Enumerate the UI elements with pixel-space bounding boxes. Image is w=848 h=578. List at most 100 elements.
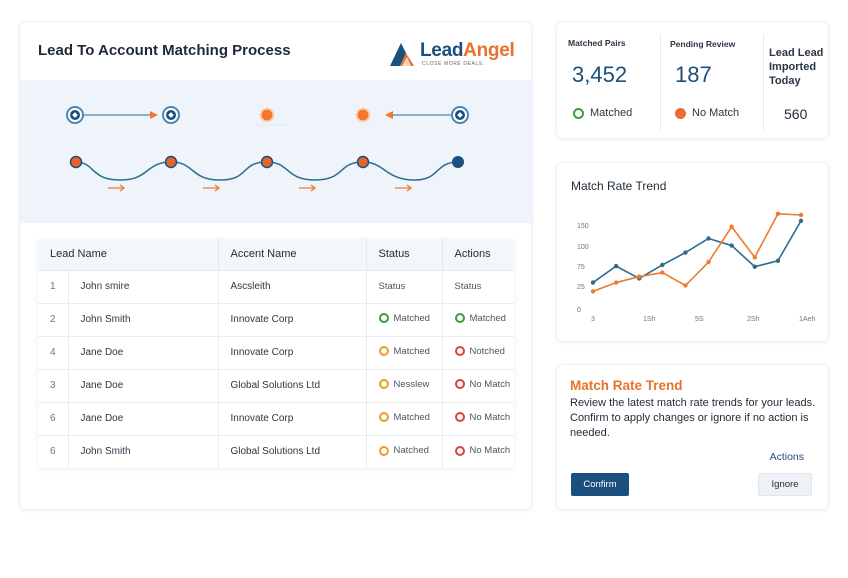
status-label: Nesslew bbox=[393, 378, 430, 390]
action-label: No Match bbox=[469, 411, 511, 423]
action-badge[interactable]: No Match bbox=[454, 445, 511, 456]
action-label: Status bbox=[454, 281, 482, 292]
actions-cell[interactable]: No Match bbox=[442, 434, 514, 468]
action-label: No Match bbox=[469, 378, 511, 390]
actions-cell[interactable]: No Match bbox=[442, 401, 514, 435]
account-name-cell: Innovate Corp bbox=[218, 335, 367, 369]
status-badge: Matched bbox=[378, 411, 430, 423]
actions-cell[interactable]: Status bbox=[442, 269, 514, 303]
match-rate-chart: 0 25 75 100 150 3 1Sh 5S 2Sh 1Aeh bbox=[577, 211, 815, 323]
table-row[interactable]: 6 Jane Doe Innovate Corp Matched No Match bbox=[38, 401, 514, 435]
status-badge: Matched bbox=[378, 313, 430, 324]
orange-status-ring-icon bbox=[378, 445, 389, 456]
kpi-pending-review: Pending Review 187 No Match bbox=[661, 22, 763, 140]
kpi-label: Lead Lead Imported Today bbox=[769, 47, 824, 87]
column-header-lead-name[interactable]: Lead Name bbox=[38, 239, 219, 271]
status-cell: Matched bbox=[366, 335, 443, 369]
orange-status-ring-icon bbox=[378, 346, 389, 357]
x-tick-label: 3 bbox=[591, 316, 595, 323]
table-row[interactable]: 6 John Smith Global Solutions Ltd Natched No… bbox=[38, 434, 514, 468]
y-tick-label: 0 bbox=[577, 307, 581, 314]
lead-name-cell: John smire bbox=[68, 269, 219, 303]
ignore-button[interactable]: Ignore bbox=[758, 473, 812, 496]
action-badge[interactable]: No Match bbox=[454, 378, 511, 390]
kpi-label: Pending Review bbox=[670, 39, 736, 49]
x-tick-label: 2Sh bbox=[747, 316, 760, 323]
account-name-cell: Innovate Corp bbox=[218, 302, 367, 336]
orange-status-ring-icon bbox=[378, 379, 389, 390]
action-badge[interactable]: Status bbox=[455, 281, 482, 292]
flow-step-dot bbox=[260, 155, 274, 169]
action-badge[interactable]: Matched bbox=[454, 312, 506, 324]
column-header-actions[interactable]: Actions bbox=[442, 239, 514, 271]
kpi-legend-label: No Match bbox=[692, 107, 740, 119]
action-badge[interactable]: Notched bbox=[454, 346, 505, 357]
green-ring-icon bbox=[573, 107, 584, 119]
flow-step-dot bbox=[356, 155, 370, 169]
red-status-ring-icon bbox=[454, 346, 465, 357]
green-status-ring-icon bbox=[454, 313, 465, 324]
x-tick-label: 1Sh bbox=[643, 316, 656, 323]
table-row[interactable]: 4 Jane Doe Innovate Corp Matched Notched bbox=[38, 335, 514, 369]
flow-diagram-graphic bbox=[66, 106, 469, 192]
kpi-divider bbox=[763, 34, 764, 130]
status-label: Matched bbox=[393, 411, 430, 423]
logo-wordmark: LeadAngel bbox=[420, 40, 515, 61]
data-point bbox=[752, 264, 757, 269]
lead-name-cell: Jane Doe bbox=[68, 401, 219, 435]
column-header-status[interactable]: Status bbox=[366, 239, 443, 271]
account-name-cell: Ascsleith bbox=[218, 269, 367, 303]
column-header-account-name[interactable]: Accent Name bbox=[218, 239, 367, 271]
action-badge[interactable]: No Match bbox=[454, 411, 511, 423]
table-row[interactable]: 2 John Smith Innovate Corp Matched Matched bbox=[38, 302, 514, 336]
data-point bbox=[613, 263, 619, 269]
orange-status-ring-icon bbox=[378, 412, 389, 423]
action-label: Matched bbox=[469, 312, 506, 324]
y-tick-label: 150 bbox=[577, 223, 589, 230]
x-tick-label: 1Aeh bbox=[799, 316, 815, 323]
logo-tagline: CLOSE MORE DEALS. bbox=[422, 61, 485, 67]
kpi-imported-today: Lead Lead Imported Today 560 bbox=[764, 22, 830, 140]
action-card: Match Rate Trend Review the latest match… bbox=[556, 364, 829, 510]
actions-cell[interactable]: Matched bbox=[442, 302, 514, 336]
red-status-ring-icon bbox=[454, 379, 465, 390]
table-row[interactable]: 3 Jane Doe Global Solutions Ltd Nesslew No M… bbox=[38, 368, 514, 402]
status-label: Status bbox=[378, 281, 406, 292]
status-badge: Natched bbox=[378, 445, 429, 456]
y-tick-label: 100 bbox=[577, 244, 589, 251]
series-line-1 bbox=[592, 213, 802, 293]
status-cell: Matched bbox=[366, 302, 443, 336]
account-name-cell: Global Solutions Ltd bbox=[218, 434, 367, 468]
kpi-divider bbox=[660, 34, 661, 130]
lead-name-cell: John Smith bbox=[68, 434, 219, 468]
action-card-title: Match Rate Trend bbox=[570, 378, 683, 393]
data-point bbox=[590, 280, 596, 285]
arrow-right-icon bbox=[150, 111, 158, 119]
flow-step-dot bbox=[164, 155, 178, 169]
series-line-0 bbox=[592, 220, 802, 284]
data-point bbox=[752, 255, 757, 260]
orange-dot-icon bbox=[675, 107, 686, 119]
data-point bbox=[775, 258, 781, 264]
red-status-ring-icon bbox=[454, 445, 465, 456]
data-point bbox=[798, 218, 804, 224]
flow-node-lead bbox=[66, 106, 84, 124]
action-label: No Match bbox=[469, 445, 511, 456]
data-point bbox=[798, 212, 804, 218]
flow-step-end bbox=[452, 156, 464, 168]
row-number: 6 bbox=[38, 401, 69, 435]
status-badge: Status bbox=[379, 281, 406, 292]
table-row[interactable]: 1 John smire Ascsleith Status Status bbox=[38, 269, 514, 303]
actions-label: Actions bbox=[769, 451, 804, 463]
kpi-value: 3,452 bbox=[572, 62, 628, 87]
actions-cell[interactable]: No Match bbox=[442, 368, 514, 402]
status-cell: Nesslew bbox=[366, 368, 443, 402]
flow-arrows bbox=[108, 184, 413, 192]
data-point bbox=[729, 224, 734, 229]
confirm-button[interactable]: Confirm bbox=[571, 473, 629, 496]
kpi-legend-label: Matched bbox=[590, 107, 633, 119]
logo-mark-icon bbox=[390, 43, 414, 66]
data-point bbox=[683, 283, 688, 288]
actions-cell[interactable]: Notched bbox=[442, 335, 514, 369]
account-name-cell: Innovate Corp bbox=[218, 401, 367, 435]
